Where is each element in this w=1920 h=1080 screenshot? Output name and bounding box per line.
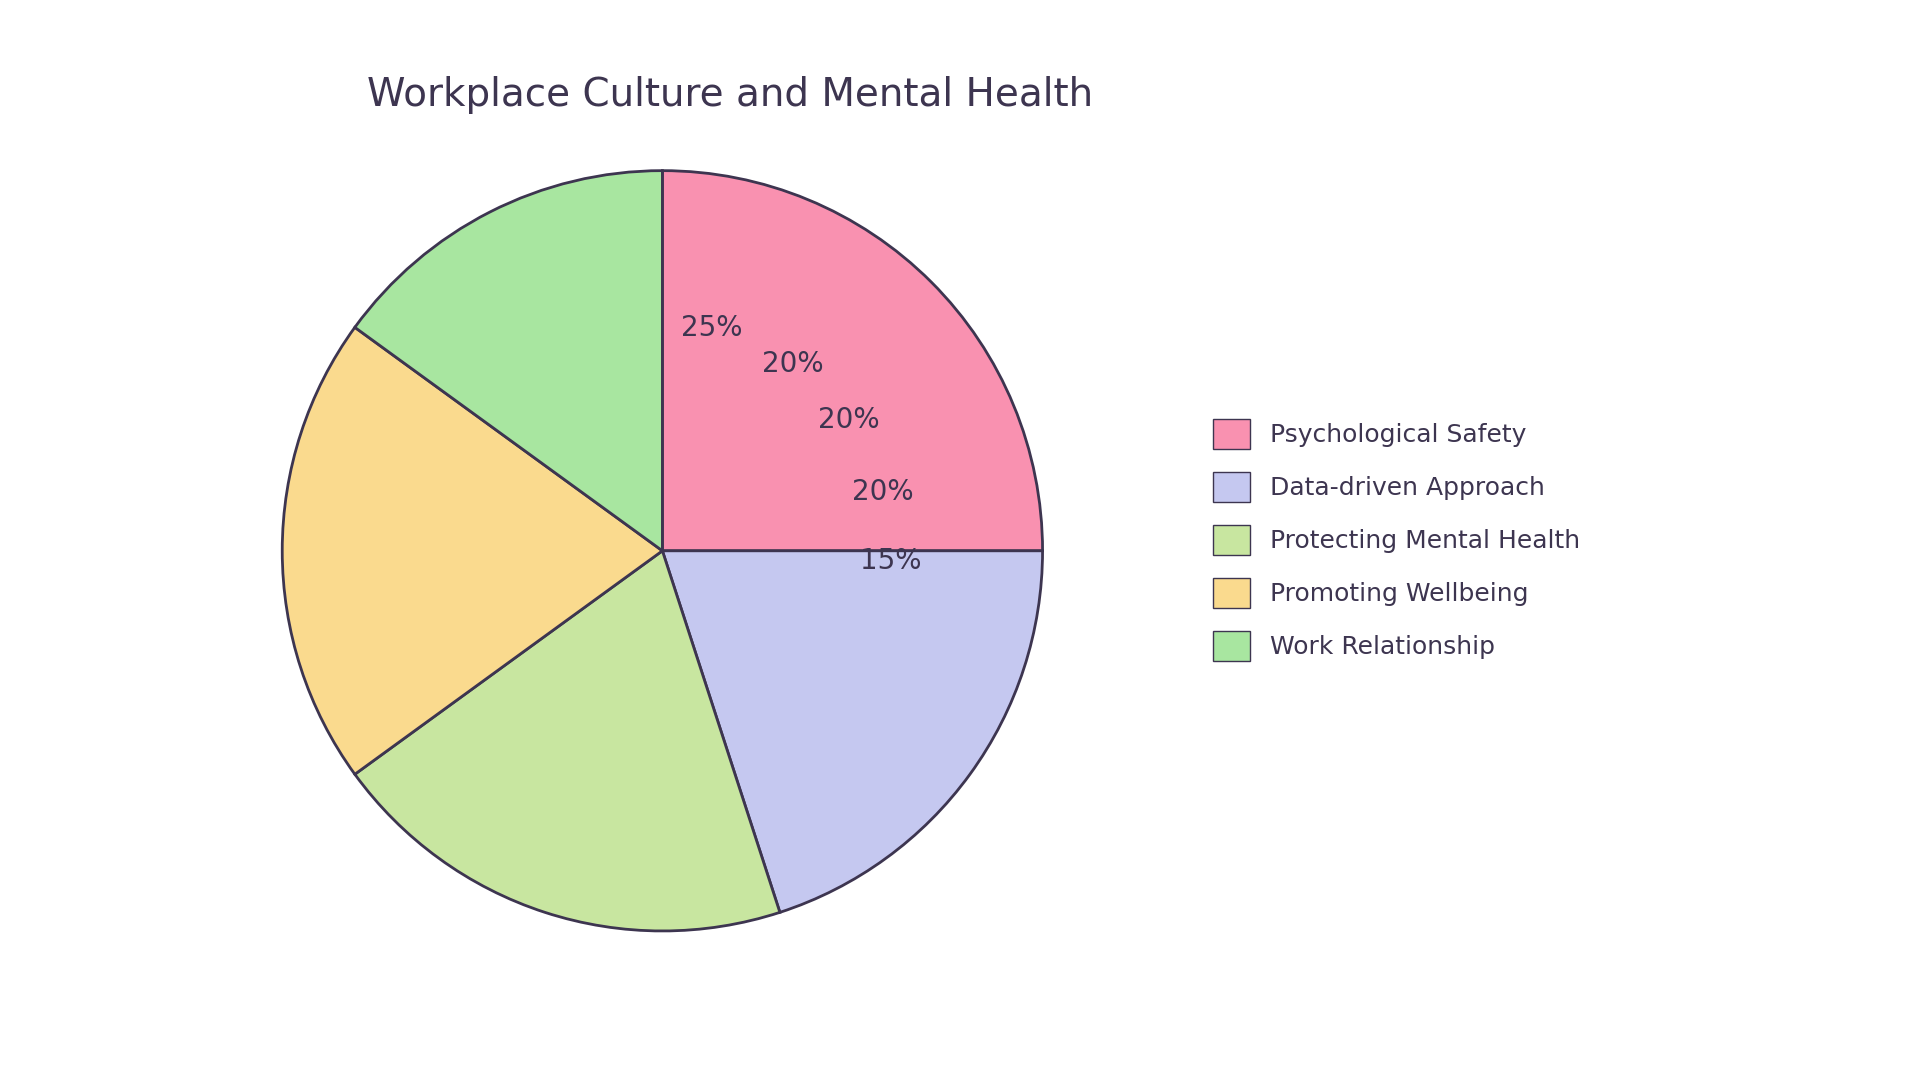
Text: Workplace Culture and Mental Health: Workplace Culture and Mental Health — [367, 76, 1092, 113]
Wedge shape — [662, 171, 1043, 551]
Text: 15%: 15% — [860, 546, 922, 575]
Text: 20%: 20% — [818, 406, 879, 434]
Text: 25%: 25% — [682, 314, 743, 342]
Text: 20%: 20% — [852, 477, 914, 505]
Wedge shape — [662, 551, 1043, 913]
Wedge shape — [355, 551, 780, 931]
Text: 20%: 20% — [762, 350, 824, 378]
Legend: Psychological Safety, Data-driven Approach, Protecting Mental Health, Promoting : Psychological Safety, Data-driven Approa… — [1204, 408, 1590, 672]
Wedge shape — [355, 171, 662, 551]
Wedge shape — [282, 327, 662, 774]
